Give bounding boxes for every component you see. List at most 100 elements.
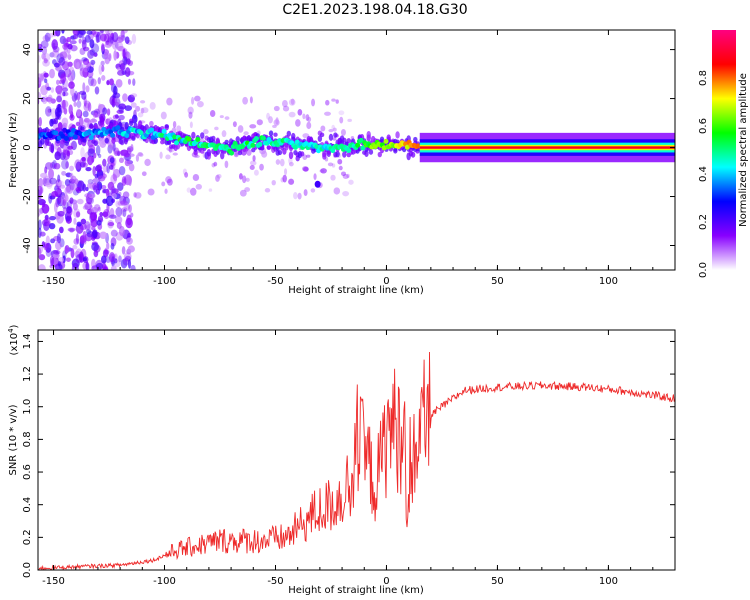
spectrogram-cell <box>127 259 132 269</box>
spectrogram-cell <box>38 76 45 82</box>
spectrogram-cell <box>182 168 187 175</box>
spectrogram-cell <box>84 193 93 198</box>
spectrogram-cell <box>93 52 98 57</box>
spectrogram-cell <box>115 125 121 131</box>
spectrogram-cell <box>41 53 46 60</box>
spectrogram-cell <box>335 99 339 104</box>
spectrogram-cell <box>368 149 374 155</box>
spectrogram-cell <box>355 142 361 148</box>
spectrogram-cell <box>57 195 62 205</box>
spectrogram-cell <box>77 30 85 39</box>
spectrogram-cell <box>98 64 103 75</box>
spectrogram-cell <box>68 66 75 76</box>
spectrogram-cell <box>130 264 136 270</box>
spectrogram-cell <box>209 109 216 117</box>
spectrogram-cell <box>256 119 263 126</box>
spectrogram-cell <box>43 58 48 64</box>
spectrogram-cell <box>282 99 288 108</box>
spectrogram-cell <box>59 35 67 45</box>
spectrogram-cell <box>79 251 84 261</box>
spectrogram-cell <box>320 125 326 132</box>
spectrogram-cell <box>141 171 147 177</box>
spectrogram-cell <box>70 181 77 191</box>
spectrogram-cell <box>64 244 70 254</box>
spectrogram-cell <box>43 243 50 249</box>
spectrogram-cell <box>257 141 263 147</box>
spectrogram-cell <box>213 161 218 167</box>
spectrogram-cell <box>67 72 75 82</box>
spectrogram-cell <box>284 168 288 176</box>
spectrogram-cell <box>73 217 77 225</box>
x-tick-label: 50 <box>491 276 504 287</box>
spectrogram-cell <box>88 134 94 140</box>
spectrogram-cell <box>131 135 136 141</box>
spectrogram-cell <box>59 184 66 189</box>
spectrogram-cell <box>120 258 128 269</box>
spectrogram-cell <box>254 169 259 176</box>
spectrogram-cell <box>65 161 69 169</box>
spectrogram-cell <box>111 40 119 50</box>
spectrogram-cell <box>91 43 100 54</box>
spectrogram-cell <box>80 147 85 159</box>
spectrogram-cell <box>56 95 63 103</box>
spectrogram-cell <box>106 80 110 86</box>
spectrogram-cell <box>54 151 61 161</box>
spectrogram-cell <box>188 111 193 119</box>
spectrogram-cell <box>333 132 338 138</box>
spectrogram-cell <box>200 132 205 139</box>
spectrogram-cell <box>90 78 97 87</box>
spectrogram-cell <box>81 156 86 162</box>
spectrogram-cell <box>161 181 166 187</box>
spectrogram-cell <box>105 195 114 207</box>
spectrogram-cell <box>233 152 239 158</box>
spectrogram-cell <box>89 39 95 49</box>
spectrogram-cell <box>82 257 87 262</box>
colorbar-tick-label: 0.2 <box>698 214 709 230</box>
spectrogram-cell <box>96 219 102 226</box>
x-tick-label: 0 <box>383 576 389 587</box>
spectrogram-cell <box>118 191 122 197</box>
spectrogram-cell <box>211 135 216 142</box>
spectrogram-cell <box>115 206 123 217</box>
spectrogram-cell <box>224 139 229 145</box>
snr-x-label: Height of straight line (km) <box>288 585 424 596</box>
spectrogram-cell <box>99 30 104 35</box>
spectrogram-cell <box>121 30 128 34</box>
spectrogram-cell <box>109 78 114 86</box>
spectrogram-cell <box>85 229 92 235</box>
spectrogram-cell <box>141 107 149 114</box>
spectrogram-cell <box>314 144 320 150</box>
spectrogram-cell <box>242 96 249 105</box>
x-tick-label: 100 <box>599 276 618 287</box>
spectrogram-cell <box>138 130 144 136</box>
spectrogram-cell <box>86 224 93 231</box>
spectrogram-cell <box>95 188 101 195</box>
spectrogram-cell <box>102 158 107 167</box>
spectrogram-cell <box>383 138 389 144</box>
spectrogram-cell <box>57 122 63 130</box>
spectrogram-cell <box>239 189 247 197</box>
spectrogram-cell <box>126 237 133 245</box>
spectrogram-cell <box>140 107 145 114</box>
spectrogram-cell <box>253 136 259 142</box>
spectrogram-cell <box>46 141 52 147</box>
spectrogram-cell <box>73 238 80 245</box>
spectrogram-cell <box>271 179 276 186</box>
spectrogram-cell <box>224 116 230 120</box>
spectrogram-cell <box>342 191 350 197</box>
spectrogram-cell <box>135 105 141 112</box>
spectrogram-cell <box>40 138 45 145</box>
spectrogram-cell <box>347 118 352 122</box>
spectrogram-cell <box>113 174 118 182</box>
spectrogram-cell <box>319 132 325 138</box>
spectrogram-cell <box>85 261 89 270</box>
spectrogram-cell <box>340 128 346 136</box>
spectrogram-cell <box>39 231 46 237</box>
spectrogram-cell <box>121 47 128 59</box>
spectrogram-cell <box>49 177 57 185</box>
spectrogram-cell <box>125 176 131 185</box>
spectrogram-cell <box>110 242 115 250</box>
spectrogram-cell <box>241 175 247 184</box>
spectrogram-cell <box>53 162 61 170</box>
spectrogram-cell <box>282 174 287 183</box>
